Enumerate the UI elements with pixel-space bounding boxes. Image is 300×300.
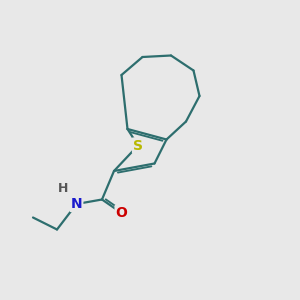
Text: O: O: [116, 206, 128, 220]
Text: H: H: [58, 182, 68, 196]
Text: S: S: [133, 139, 143, 152]
Text: N: N: [71, 197, 82, 211]
